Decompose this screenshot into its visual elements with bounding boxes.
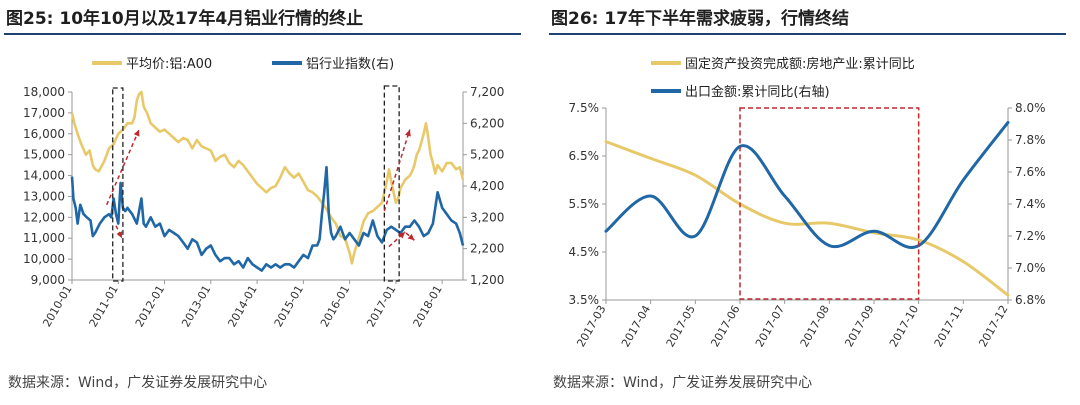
right-chart: 7.5% 6.5% 5.5% 4.5% 3.5% 8.0% 7.8% 7.6% 7.4% 7.2%… (569, 56, 1046, 349)
y-left-tick-label: 6.5% (569, 149, 600, 163)
y-right-tick-label: 7.6% (1015, 165, 1046, 179)
left-source-note: 数据来源：Wind，广发证券发展研究中心 (8, 375, 268, 391)
x-tick-label: 2018-01 (411, 283, 445, 329)
y-right-tick-label: 6.8% (1015, 293, 1046, 307)
y-left-tick-label: 11,000 (23, 231, 65, 245)
legend-label-price: 平均价:铝:A00 (126, 57, 212, 72)
y-left-tick-label: 3.5% (569, 293, 600, 307)
x-tick-label: 2017-03 (574, 303, 608, 349)
x-tick-label: 2017-09 (842, 303, 876, 349)
left-chart: 18,000 17,000 16,000 15,000 14,000 13,000 12,0… (23, 57, 504, 329)
y-left-tick-label: 16,000 (23, 127, 65, 141)
left-chart-title: 图25: 10年10月以及17年4月铝业行情的终止 (6, 9, 364, 29)
x-tick-label: 2017-01 (364, 283, 398, 329)
aluminum-price-line (70, 90, 465, 265)
trend-arrow-price-2017-head (405, 129, 411, 137)
right-source-note: 数据来源：Wind，广发证券发展研究中心 (553, 375, 813, 391)
y-left-tick-label: 15,000 (23, 148, 65, 162)
legend-label-investment: 固定资产投资完成额:房地产业:累计同比 (685, 56, 915, 72)
trend-arrow-price-2010-head (133, 129, 140, 137)
trend-arrow-index-2017-head (398, 231, 406, 239)
y-right-tick-label: 7.0% (1015, 261, 1046, 275)
y-right-tick-label: 4,200 (470, 179, 504, 193)
x-tick-label: 2017-11 (932, 303, 966, 349)
y-left-tick-label: 10,000 (23, 252, 65, 266)
x-tick-label: 2017-05 (664, 303, 698, 349)
y-left-tick-label: 17,000 (23, 106, 65, 120)
y-left-tick-label: 13,000 (23, 189, 65, 203)
x-tick-label: 2011-01 (87, 283, 121, 329)
y-right-tick-label: 7.4% (1015, 197, 1046, 211)
trend-arrow-index-2017-down-head (407, 233, 415, 241)
y-left-tick-label: 9,000 (31, 273, 65, 287)
y-right-tick-label: 2,200 (470, 242, 504, 256)
y-right-tick-label: 7,200 (470, 85, 504, 99)
x-tick-label: 2015-01 (272, 283, 306, 329)
x-tick-label: 2010-01 (40, 283, 74, 329)
x-tick-label: 2017-04 (619, 303, 653, 349)
aluminum-index-line (70, 165, 465, 272)
right-chart-title: 图26: 17年下半年需求疲弱，行情终结 (551, 9, 850, 29)
y-right-tick-label: 3,200 (470, 210, 504, 224)
x-tick-label: 2017-06 (708, 303, 742, 349)
y-left-tick-label: 4.5% (569, 245, 600, 259)
highlight-box-2010 (112, 87, 124, 282)
trend-arrow-index-2010 (115, 225, 123, 239)
x-tick-label: 2014-01 (225, 283, 259, 329)
x-tick-label: 2012-01 (133, 283, 167, 329)
left-chart-panel: 图25: 10年10月以及17年4月铝业行情的终止 18,000 17,000 16… (0, 0, 535, 405)
x-tick-label: 2017-07 (753, 303, 787, 349)
left-title-rule (4, 33, 521, 35)
legend-label-index: 铝行业指数(右) (306, 57, 394, 72)
y-left-tick-label: 7.5% (569, 101, 600, 115)
x-tick-label: 2017-08 (798, 303, 832, 349)
y-right-tick-label: 8.0% (1015, 101, 1046, 115)
trend-arrow-price-2017 (383, 129, 411, 212)
real-estate-investment-line (604, 140, 1010, 297)
right-chart-panel: 图26: 17年下半年需求疲弱，行情终结 7.5% 6.5% 5.5% 4.5% 3.5… (545, 0, 1080, 405)
y-left-tick-label: 12,000 (23, 210, 65, 224)
x-tick-label: 2013-01 (179, 283, 213, 329)
y-right-tick-label: 1,200 (470, 273, 504, 287)
y-left-tick-label: 18,000 (23, 85, 65, 99)
x-tick-label: 2016-01 (318, 283, 352, 329)
highlight-box-h2-2017 (739, 107, 920, 300)
trend-arrow-index-2017 (388, 231, 406, 248)
trend-arrow-index-2010-head (116, 231, 122, 239)
y-left-tick-label: 5.5% (569, 197, 600, 211)
x-tick-label: 2017-12 (976, 303, 1010, 349)
y-right-tick-label: 7.2% (1015, 229, 1046, 243)
export-growth-line (604, 120, 1010, 249)
y-left-tick-label: 14,000 (23, 169, 65, 183)
x-tick-label: 2017-10 (887, 303, 921, 349)
legend-label-export: 出口金额:累计同比(右轴) (685, 84, 830, 100)
y-right-tick-label: 6,200 (470, 116, 504, 130)
highlight-box-2017 (383, 85, 400, 282)
right-title-rule (549, 33, 1066, 35)
y-right-tick-label: 7.8% (1015, 133, 1046, 147)
y-right-tick-label: 5,200 (470, 148, 504, 162)
